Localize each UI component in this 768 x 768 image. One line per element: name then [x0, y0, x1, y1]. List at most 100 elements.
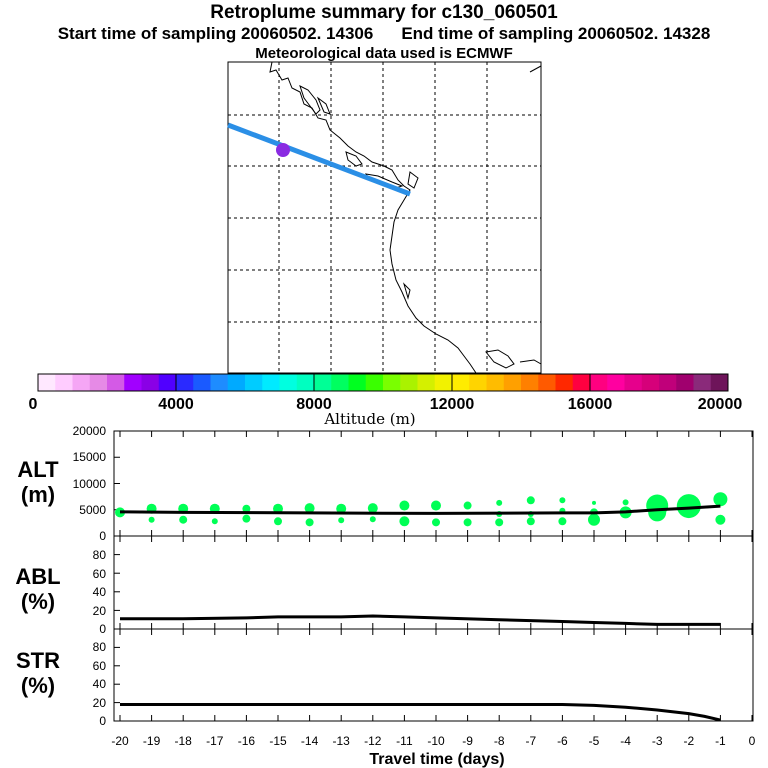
colorbar-cell: [521, 374, 539, 391]
colorbar-cell: [469, 374, 487, 391]
colorbar-cell: [434, 374, 453, 391]
x-tick-label: -10: [427, 734, 445, 748]
alt-dot: [526, 517, 535, 526]
colorbar-cell: [365, 374, 384, 391]
colorbar-cell: [452, 374, 470, 391]
x-tick-label: -3: [652, 734, 663, 748]
colorbar-cell: [107, 374, 125, 391]
x-tick-label: -1: [715, 734, 726, 748]
colorbar-cell: [348, 374, 367, 391]
alt-ytick-5000: 5000: [79, 503, 106, 517]
alt-median-line: [119, 504, 721, 515]
colorbar-tick-0: 0: [29, 396, 38, 413]
colorbar-cell: [331, 374, 349, 391]
x-tick-label: -7: [525, 734, 536, 748]
colorbar-tick-12000: 12000: [430, 396, 475, 413]
coastline: [269, 61, 542, 374]
colorbar-cell: [693, 374, 712, 391]
alt-dot: [648, 503, 667, 522]
chart-title: Retroplume summary for c130_060501: [210, 2, 558, 23]
alt-dot: [496, 499, 503, 506]
colorbar-cell: [590, 374, 608, 391]
colorbar-label: Altitude (m): [323, 410, 415, 428]
colorbar-cell: [227, 374, 246, 391]
x-tick-label: -8: [494, 734, 505, 748]
alt-dot: [367, 503, 378, 514]
alt-dot: [559, 497, 566, 504]
x-tick-label: 0: [749, 734, 756, 748]
str-panel-title: STR: [16, 648, 60, 673]
alt-dot: [305, 518, 314, 527]
release-point: [276, 143, 290, 157]
colorbar-cell: [158, 374, 177, 391]
alt-dot: [211, 518, 218, 525]
x-tick-label: -19: [143, 734, 161, 748]
colorbar-cell: [262, 374, 280, 391]
x-axis-label: Travel time (days): [369, 751, 504, 768]
alt-dot: [274, 517, 282, 526]
alt-ytick-15000: 15000: [73, 450, 107, 464]
x-tick-label: -4: [620, 734, 631, 748]
map-gridlines: [228, 62, 541, 373]
alt-dot: [526, 496, 535, 505]
alt-dot: [399, 516, 410, 527]
colorbar-cell: [400, 374, 418, 391]
str-panel-frame: [113, 628, 754, 722]
colorbar-tick-4000: 4000: [158, 396, 194, 413]
abl-ytick-20: 20: [93, 604, 107, 618]
alt-dot: [242, 504, 251, 513]
alt-dot: [179, 515, 188, 524]
alt-dot: [713, 492, 728, 507]
panel-frames: [113, 430, 754, 722]
alt-panel-unit: (m): [21, 482, 55, 507]
alt-dot: [588, 513, 600, 526]
alt-dot: [369, 516, 376, 523]
str-ytick-80: 80: [93, 640, 107, 654]
x-tick-label: -12: [364, 734, 382, 748]
abl-ytick-60: 60: [93, 567, 107, 581]
abl-ytick-40: 40: [93, 585, 107, 599]
alt-dot: [432, 518, 440, 527]
alt-dot: [336, 503, 347, 514]
alt-dot: [304, 503, 315, 514]
colorbar-cell: [38, 374, 56, 391]
colorbar-cell: [641, 374, 660, 391]
colorbar-frame: [37, 373, 729, 392]
colorbar-cell: [676, 374, 694, 391]
alt-dot: [592, 500, 596, 505]
sampling-times: Start time of sampling 20060502. 14306 En…: [0, 24, 768, 44]
colorbar-cell: [210, 374, 229, 391]
colorbar-tick-20000: 20000: [698, 396, 743, 413]
alt-dot: [148, 516, 155, 523]
colorbar-tick-16000: 16000: [568, 396, 613, 413]
alt-dot: [715, 514, 726, 525]
x-tick-label: -5: [589, 734, 600, 748]
alt-panel-title: ALT: [17, 457, 59, 482]
alt-dot: [273, 503, 283, 514]
abl-line: [120, 614, 721, 626]
alt-dot: [558, 517, 567, 526]
x-tick-label: -2: [683, 734, 694, 748]
colorbar-cell: [89, 374, 108, 391]
x-tick-label: -13: [333, 734, 351, 748]
str-ytick-0: 0: [99, 714, 106, 728]
alt-dot: [431, 500, 441, 511]
colorbar-cell: [72, 374, 91, 391]
colorbar-cell: [245, 374, 263, 391]
str-panel-unit: (%): [21, 673, 55, 698]
str-ytick-20: 20: [93, 696, 107, 710]
alt-ytick-0: 0: [99, 529, 106, 543]
str-ytick-60: 60: [93, 659, 107, 673]
alt-dot: [242, 514, 251, 523]
colorbar-dividers: [175, 374, 591, 391]
colorbar-cell: [314, 374, 332, 391]
colorbar-cell: [538, 374, 556, 391]
colorbar-cell: [55, 374, 73, 391]
x-tick-label: -6: [557, 734, 568, 748]
alt-dot: [622, 499, 629, 506]
colorbar-cell: [607, 374, 625, 391]
colorbar-cell: [417, 374, 436, 391]
colorbar-cells: [38, 374, 729, 391]
colorbar-cell: [555, 374, 574, 391]
